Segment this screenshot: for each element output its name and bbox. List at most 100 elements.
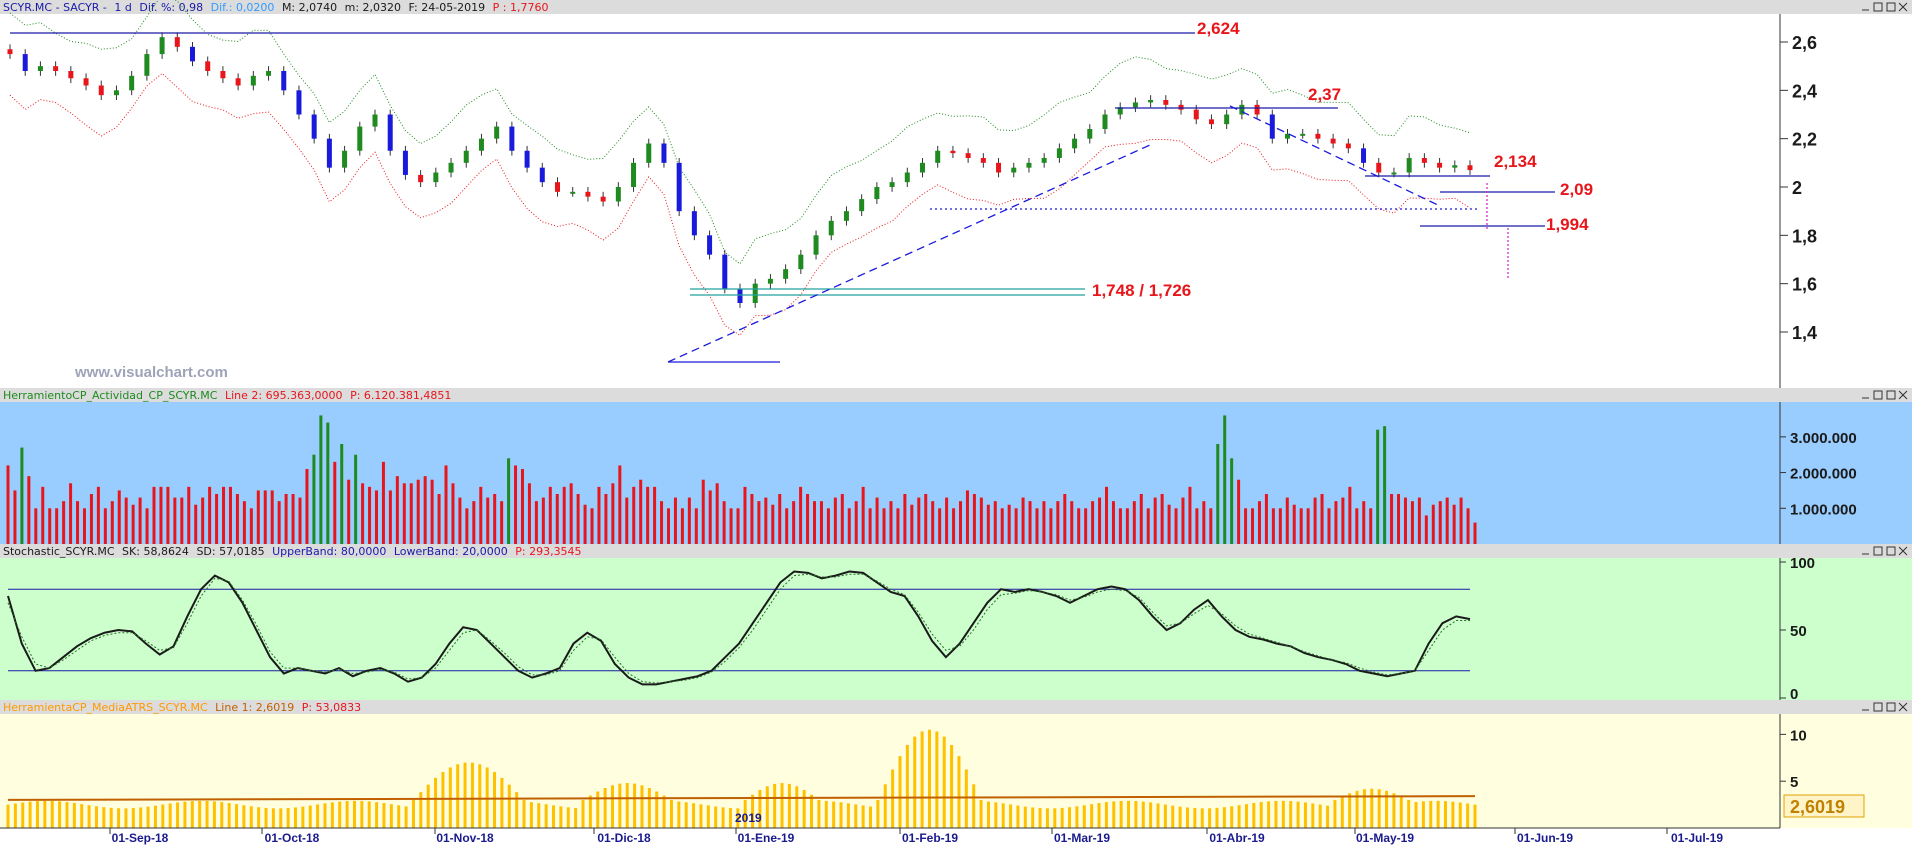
x-tick-label: 01-Nov-18 [436, 831, 494, 845]
atr-bar [426, 784, 430, 828]
atr-bar [1385, 790, 1389, 828]
atr-bar [1230, 806, 1234, 828]
atr-bar [1414, 802, 1418, 828]
price-candle [7, 49, 13, 55]
atr-bar [596, 791, 600, 828]
price-candle [813, 235, 819, 255]
atr-bar [161, 804, 165, 828]
volume-bar [242, 501, 246, 544]
x-tick-label: 01-Dic-18 [597, 831, 651, 845]
atr-bar [1127, 800, 1131, 828]
window-controls-price[interactable] [1862, 2, 1908, 12]
atr-average-line [7, 795, 1476, 801]
atr-bar [1348, 793, 1352, 828]
price-candle [1224, 114, 1230, 125]
atr-bar [1119, 800, 1123, 828]
volume-bar [632, 486, 636, 544]
volume-bar [235, 494, 239, 544]
price-candle [1102, 114, 1108, 129]
stochastic-y-axis: 100 50 0 [1780, 555, 1815, 703]
atr-bar [1340, 796, 1344, 828]
atr-bar [824, 801, 828, 828]
atr-bar [308, 805, 312, 828]
volume-bar [1410, 501, 1414, 544]
volume-bar [750, 494, 754, 544]
stochastic-header: Stochastic_SCYR.MC SK: 58,8624 SD: 57,01… [3, 545, 582, 558]
atr-bar [603, 787, 607, 828]
price-candle [843, 211, 849, 221]
volume-bar [1362, 501, 1366, 544]
volume-y-tick: 1.000.000 [1790, 501, 1857, 518]
x-tick-label: 01-Sep-18 [112, 831, 169, 845]
price-candle [129, 75, 135, 91]
atr-bar [500, 777, 504, 828]
price-header-bar [0, 0, 1912, 14]
atr-bar [515, 792, 519, 828]
volume-bar [1376, 429, 1380, 544]
volume-bar [764, 497, 768, 544]
price-candle [570, 191, 576, 194]
volume-bar [27, 476, 31, 544]
volume-bar [931, 501, 935, 544]
atr-bar [588, 795, 592, 828]
atr-bar [1473, 804, 1477, 828]
annotation-1994: 1,994 [1546, 215, 1589, 234]
volume-bar [395, 476, 399, 544]
volume-bar [590, 508, 594, 544]
atr-bar [994, 802, 998, 828]
atr-bar [618, 783, 622, 828]
price-candle [1361, 148, 1367, 163]
price-candle [144, 54, 150, 76]
volume-bar [1445, 497, 1449, 544]
atr-bar [35, 801, 39, 828]
volume-bar [277, 501, 281, 544]
atr-bar [102, 807, 106, 828]
volume-bar [1174, 508, 1178, 544]
volume-bar [680, 508, 684, 544]
volume-bar [840, 494, 844, 544]
atr-bar [633, 783, 637, 828]
volume-bar [660, 501, 664, 544]
volume-bar [639, 479, 643, 544]
volume-bar [208, 486, 212, 544]
volume-bar [1403, 497, 1407, 544]
price-candle [707, 235, 713, 255]
volume-bar [861, 486, 865, 544]
price-candle [1163, 100, 1169, 105]
volume-bar [298, 497, 302, 544]
volume-bar [868, 508, 872, 544]
atr-bar [1274, 800, 1278, 828]
atr-bar [1082, 805, 1086, 828]
volume-bar [743, 486, 747, 544]
atr-bar [1303, 802, 1307, 828]
volume-bar [340, 444, 344, 544]
atr-bar [441, 772, 445, 828]
atr-bar [1326, 805, 1330, 828]
volume-bar [666, 508, 670, 544]
stochastic-y-tick: 50 [1790, 623, 1807, 640]
atr-bar [1311, 803, 1315, 828]
atr-bar [566, 807, 570, 828]
volume-bar [708, 490, 712, 544]
volume-bar [1035, 508, 1039, 544]
atr-bar [13, 803, 17, 828]
window-controls-atr[interactable] [1862, 702, 1908, 712]
price-y-tick: 1,8 [1792, 226, 1817, 246]
atr-bar [1075, 806, 1079, 828]
window-controls-volume[interactable] [1862, 390, 1908, 400]
volume-bar [1056, 501, 1060, 544]
atr-y-axis: 10 5 [1780, 727, 1807, 791]
volume-bar [284, 494, 288, 544]
window-controls-stochastic[interactable] [1862, 546, 1908, 556]
volume-bar [673, 497, 677, 544]
price-candle [37, 66, 43, 71]
volume-bar [1390, 494, 1394, 544]
price-candle [1315, 133, 1321, 139]
atr-y-tick: 10 [1790, 727, 1807, 744]
stochastic-sk-line [7, 570, 1471, 686]
atr-bar [1156, 803, 1160, 828]
price-candle [311, 114, 317, 139]
volume-bar [625, 497, 629, 544]
price-candle [798, 254, 804, 270]
